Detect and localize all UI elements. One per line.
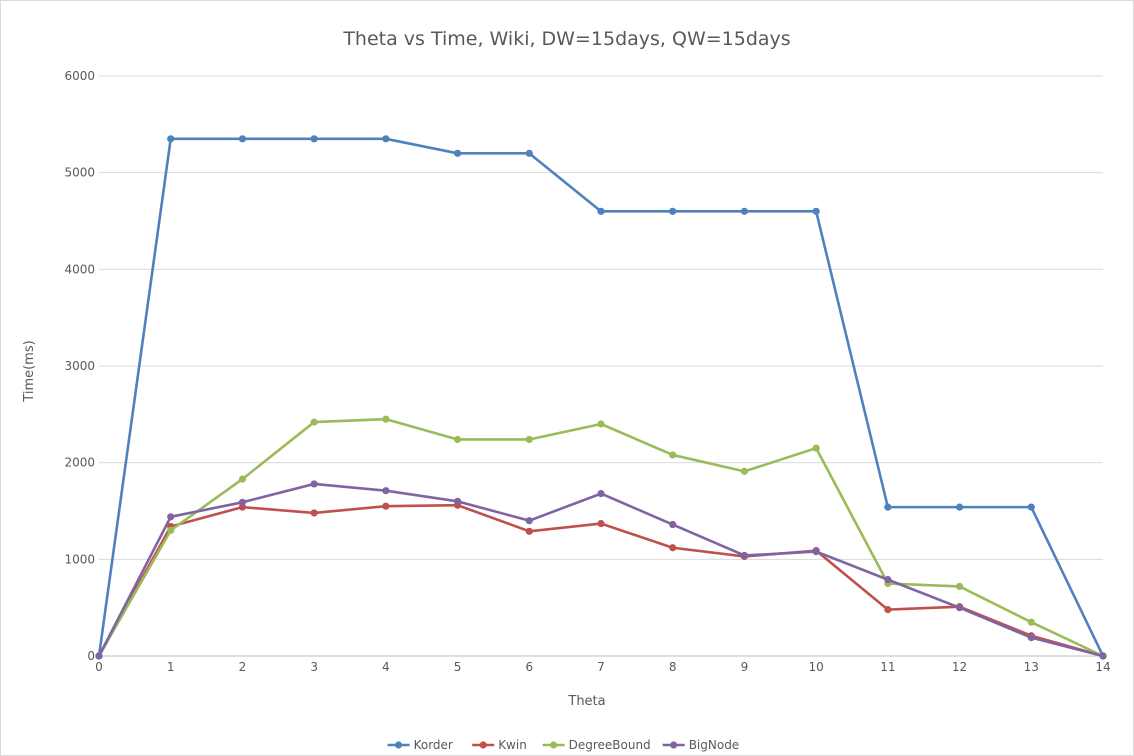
legend-marker	[479, 741, 487, 749]
y-tick-label: 3000	[64, 359, 95, 373]
x-tick-label: 2	[239, 660, 247, 674]
x-axis-label: Theta	[567, 694, 605, 709]
series-degreebound	[95, 415, 1107, 660]
series-line-bignode	[97, 482, 1104, 658]
x-tick-label: 1	[167, 660, 175, 674]
y-tick-label: 0	[87, 649, 95, 663]
data-point-bignode	[740, 551, 749, 560]
data-point-degreebound	[669, 451, 677, 459]
data-point-korder	[167, 135, 175, 143]
legend-item-kwin: Kwin	[472, 738, 527, 752]
y-tick-label: 5000	[64, 166, 95, 180]
x-tick-label: 5	[454, 660, 462, 674]
data-point-korder	[597, 207, 605, 215]
data-point-bignode	[597, 490, 605, 498]
x-tick-label: 10	[809, 660, 824, 674]
series-kwin	[95, 501, 1107, 660]
data-point-bignode	[238, 498, 247, 506]
gridlines	[99, 75, 1103, 560]
data-point-kwin	[669, 544, 677, 552]
chart-title: Theta vs Time, Wiki, DW=15days, QW=15day…	[342, 28, 790, 50]
data-point-degreebound	[1027, 618, 1035, 626]
series-korder	[95, 135, 1107, 660]
legend-marker	[395, 741, 403, 749]
legend-marker	[550, 741, 558, 749]
data-point-bignode	[669, 520, 677, 529]
x-tick-label: 0	[95, 660, 103, 674]
data-point-degreebound	[597, 420, 605, 428]
data-point-bignode	[955, 604, 964, 612]
x-axis-ticks: 0 1 2 3 4 5 6 7 8 9 10 11 12 13 14	[95, 660, 1110, 674]
legend-label: Kwin	[498, 738, 527, 752]
data-point-korder	[740, 207, 749, 215]
data-point-degreebound	[310, 418, 318, 426]
series-line-kwin	[97, 503, 1104, 658]
x-tick-label: 4	[382, 660, 390, 674]
x-tick-label: 13	[1024, 660, 1039, 674]
y-tick-label: 6000	[64, 69, 95, 83]
data-point-bignode	[812, 548, 820, 556]
x-tick-label: 14	[1095, 660, 1110, 674]
y-tick-label: 1000	[64, 552, 95, 566]
data-point-degreebound	[740, 467, 749, 475]
data-point-korder	[453, 149, 462, 157]
legend-item-korder: Korder	[387, 738, 453, 752]
x-tick-label: 12	[952, 660, 967, 674]
x-tick-label: 11	[880, 660, 895, 674]
data-point-korder	[812, 207, 820, 215]
x-tick-label: 7	[597, 660, 605, 674]
data-point-degreebound	[382, 415, 390, 423]
data-point-kwin	[597, 519, 605, 528]
data-point-degreebound	[453, 435, 462, 444]
y-tick-label: 2000	[64, 456, 95, 470]
data-point-bignode	[167, 513, 175, 521]
series-lines	[95, 135, 1107, 660]
data-point-bignode	[95, 652, 103, 660]
data-point-korder	[955, 503, 964, 511]
data-point-kwin	[884, 606, 892, 614]
legend-item-degreebound: DegreeBound	[542, 738, 651, 752]
legend-item-bignode: BigNode	[662, 738, 740, 752]
data-point-korder	[238, 135, 247, 143]
data-point-bignode	[1099, 652, 1107, 660]
data-point-korder	[310, 135, 318, 143]
data-point-bignode	[525, 517, 533, 525]
series-line-degreebound	[97, 417, 1104, 658]
data-point-bignode	[1027, 634, 1035, 642]
data-point-bignode	[884, 576, 892, 584]
data-point-korder	[884, 503, 892, 511]
data-point-degreebound	[167, 526, 175, 534]
data-point-kwin	[310, 509, 318, 517]
y-tick-label: 4000	[64, 262, 95, 276]
x-tick-label: 8	[669, 660, 677, 674]
data-point-korder	[525, 149, 533, 157]
legend-label: Korder	[414, 738, 453, 752]
data-point-korder	[382, 135, 390, 143]
x-tick-label: 3	[310, 660, 318, 674]
data-point-korder	[1027, 503, 1035, 511]
data-point-bignode	[310, 480, 318, 488]
data-point-degreebound	[525, 435, 533, 444]
x-tick-label: 9	[741, 660, 749, 674]
data-point-kwin	[382, 502, 390, 510]
data-point-bignode	[382, 487, 390, 495]
series-line-korder	[97, 137, 1105, 657]
data-point-korder	[669, 207, 677, 215]
legend-marker	[670, 741, 678, 749]
data-point-kwin	[525, 527, 533, 535]
series-bignode	[95, 480, 1107, 660]
x-tick-label: 6	[525, 660, 533, 674]
data-point-degreebound	[955, 582, 964, 591]
legend: Korder Kwin DegreeBound BigNode	[387, 738, 740, 752]
y-axis-label: Time(ms)	[22, 340, 37, 402]
legend-label: DegreeBound	[569, 738, 651, 752]
legend-label: BigNode	[689, 738, 740, 752]
data-point-bignode	[453, 497, 462, 505]
data-point-degreebound	[812, 444, 820, 452]
y-axis-ticks: 0 1000 2000 3000 4000 5000 6000	[64, 69, 95, 663]
data-point-degreebound	[238, 475, 247, 483]
